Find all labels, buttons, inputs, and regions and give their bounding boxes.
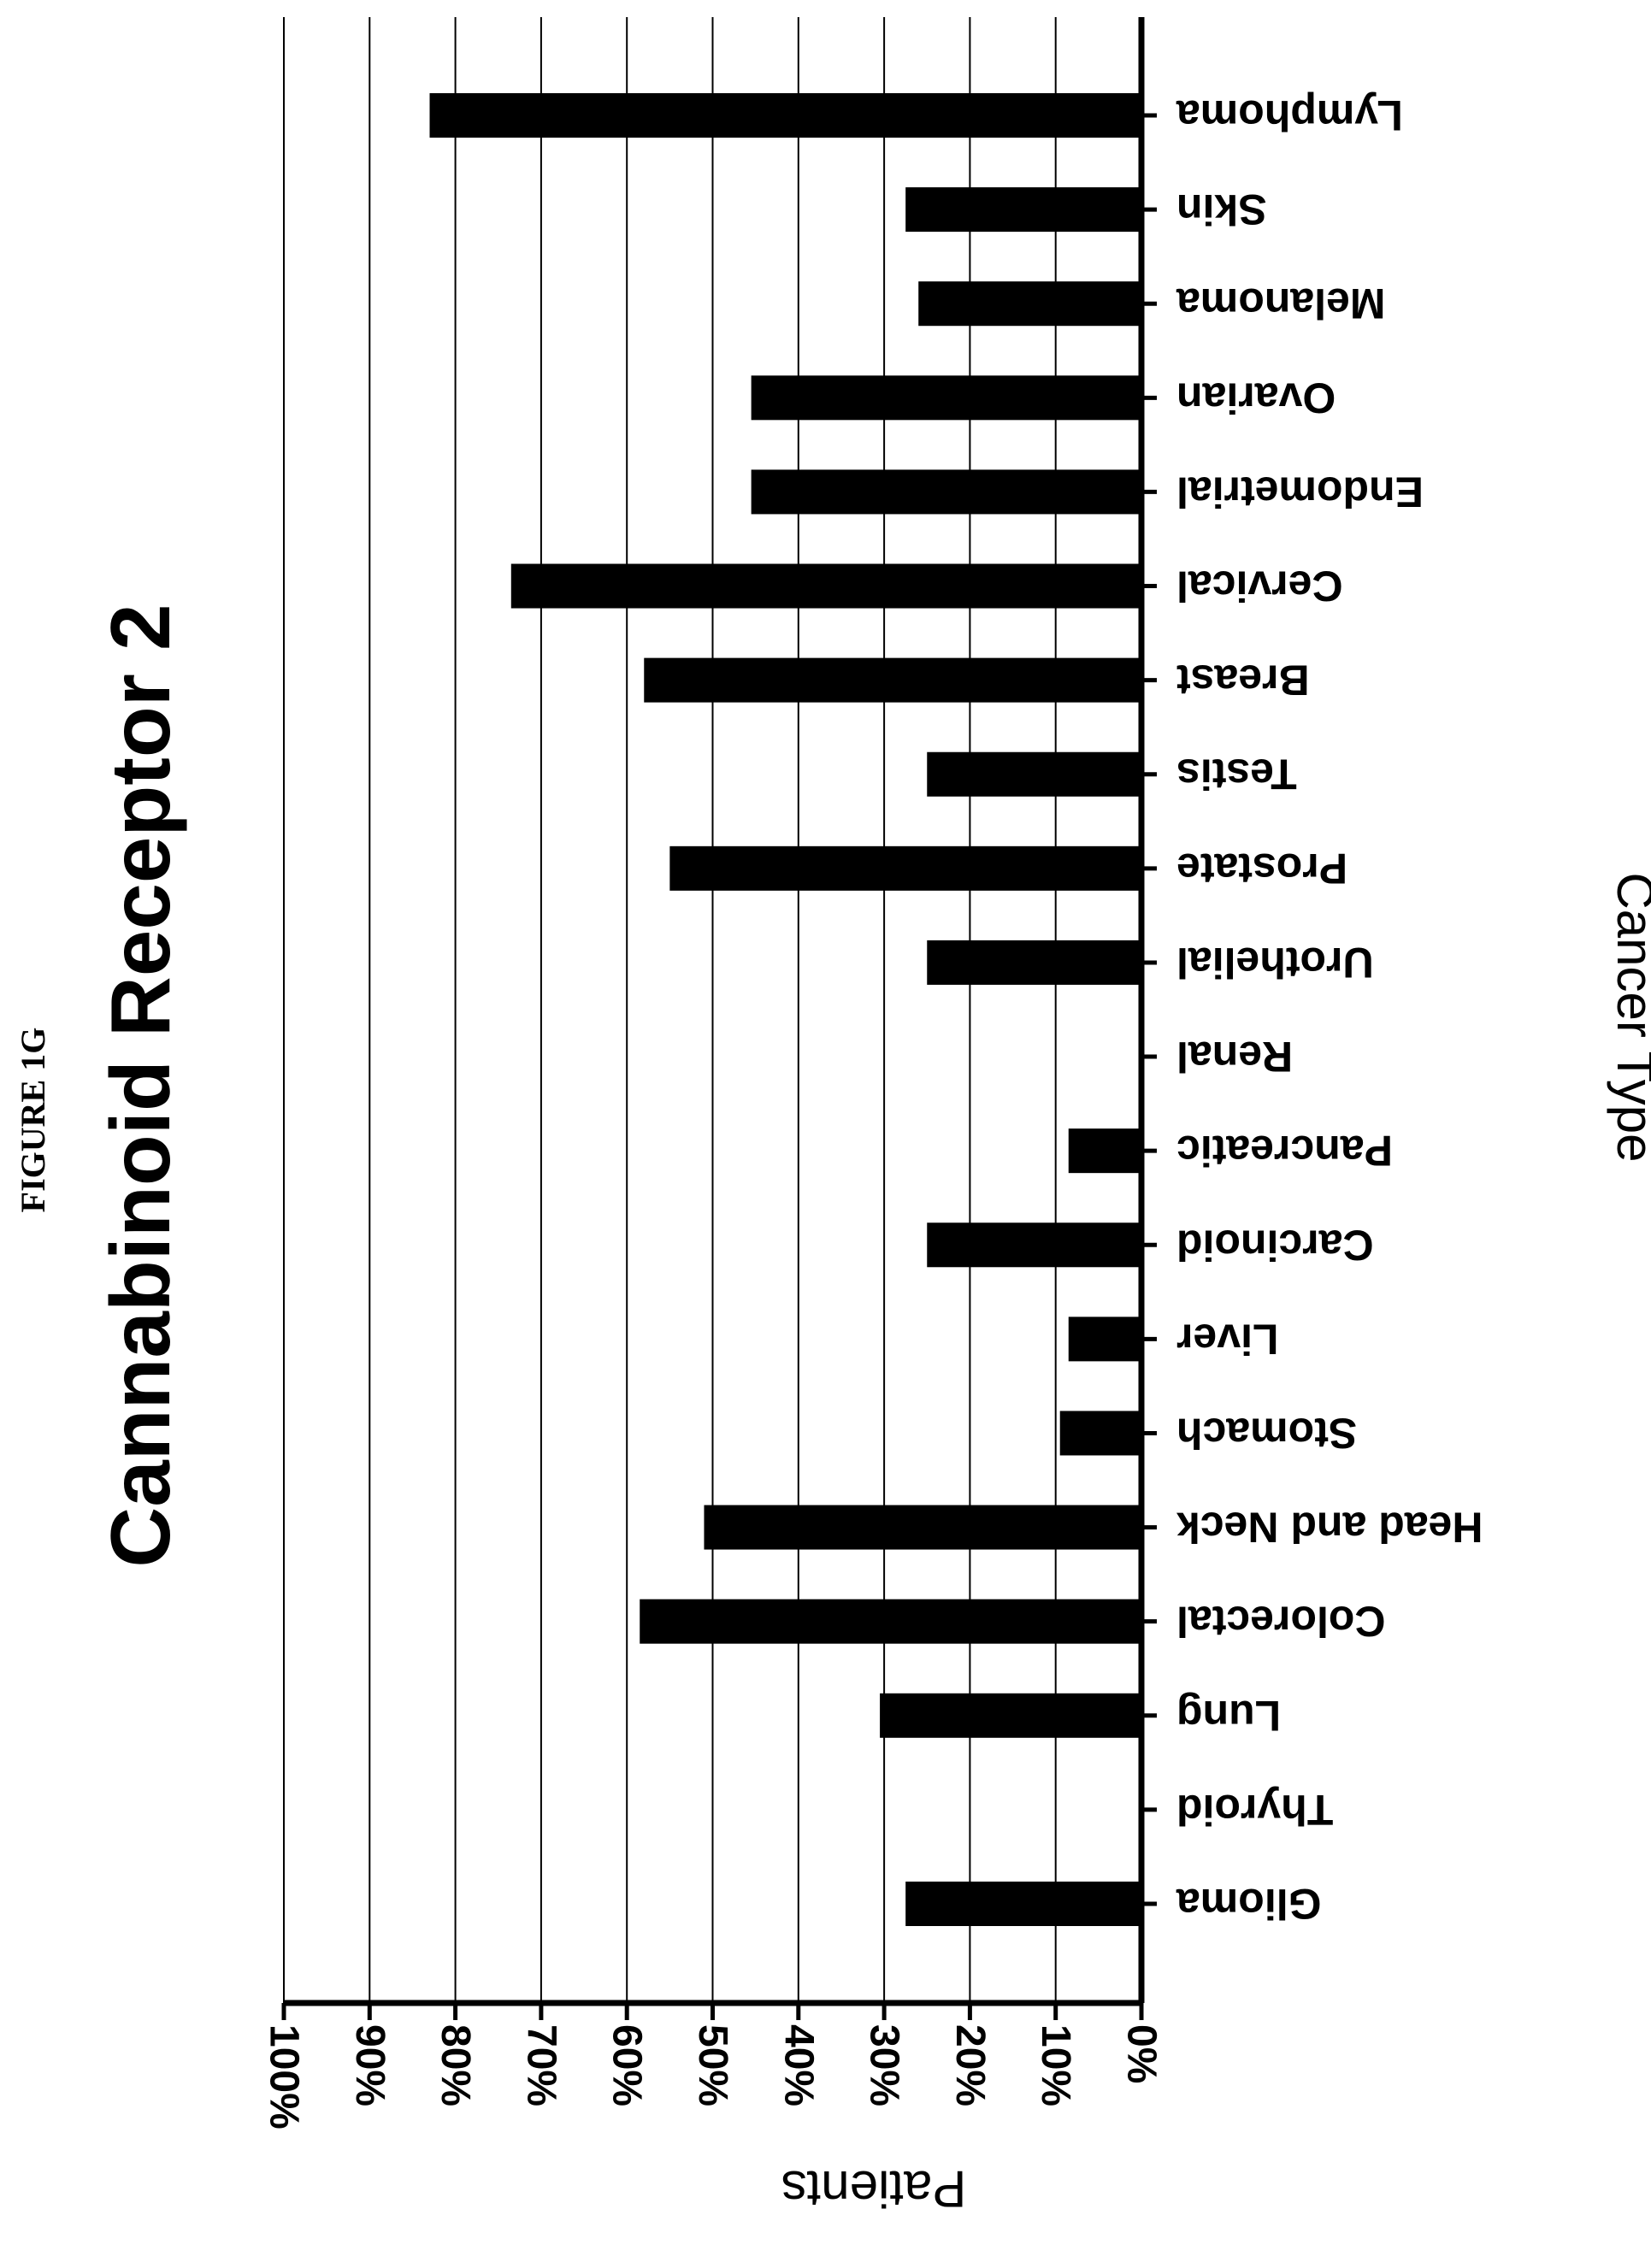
category-label: Pancreatic bbox=[1176, 1127, 1393, 1175]
category-label: Breast bbox=[1176, 657, 1310, 704]
y-tick-label: 80% bbox=[433, 2024, 478, 2106]
gridlines bbox=[283, 17, 1057, 2003]
category-label: Testis bbox=[1176, 751, 1297, 798]
category-label: Urothelial bbox=[1176, 939, 1374, 987]
y-tick-label: 20% bbox=[947, 2024, 993, 2106]
bar bbox=[1059, 1411, 1141, 1456]
bar bbox=[751, 469, 1141, 515]
category-label: Head and Neck bbox=[1176, 1504, 1483, 1552]
bar bbox=[704, 1505, 1141, 1550]
y-tick-label: 70% bbox=[518, 2024, 563, 2106]
category-label: Liver bbox=[1176, 1315, 1279, 1363]
bar bbox=[429, 93, 1141, 138]
bar bbox=[644, 657, 1141, 703]
category-label: Prostate bbox=[1176, 845, 1347, 892]
bar bbox=[927, 751, 1141, 797]
bar bbox=[905, 187, 1141, 233]
category-label: Carcinoid bbox=[1176, 1221, 1374, 1269]
x-axis-label: Cancer Type bbox=[1607, 872, 1651, 1162]
bar bbox=[927, 940, 1141, 985]
y-tick-label: 50% bbox=[690, 2024, 735, 2106]
axes bbox=[281, 17, 1157, 2020]
y-tick-labels: 0% 10% 20% 30% 40% 50% 60% 70% 80% 90% 100% bbox=[262, 2024, 1165, 2130]
figure-label: FIGURE 1G bbox=[14, 1028, 52, 1213]
bar bbox=[1068, 1317, 1141, 1362]
category-label: Colorectal bbox=[1176, 1598, 1386, 1646]
y-tick-label: 10% bbox=[1033, 2024, 1078, 2106]
category-label: Glioma bbox=[1176, 1880, 1322, 1928]
bar bbox=[927, 1222, 1141, 1268]
bar bbox=[880, 1693, 1141, 1738]
y-tick-label: 40% bbox=[775, 2024, 821, 2106]
category-label: Lymphoma bbox=[1176, 91, 1403, 139]
bars bbox=[429, 93, 1141, 1926]
category-labels: Glioma Thyroid Lung Colorectal Head and Neck… bbox=[1176, 91, 1483, 1928]
category-label: Lung bbox=[1176, 1692, 1281, 1740]
y-axis-label: Patients bbox=[781, 2160, 967, 2218]
y-tick-label: 0% bbox=[1119, 2024, 1165, 2083]
category-label: Thyroid bbox=[1176, 1786, 1333, 1834]
category-label: Melanoma bbox=[1176, 280, 1386, 327]
bar bbox=[510, 563, 1141, 609]
category-label: Skin bbox=[1176, 186, 1267, 233]
y-tick-label: 100% bbox=[262, 2024, 307, 2130]
bar bbox=[1068, 1128, 1141, 1174]
y-tick-label: 60% bbox=[604, 2024, 650, 2106]
category-label: Endometrial bbox=[1176, 468, 1424, 515]
category-label: Ovarian bbox=[1176, 374, 1336, 421]
bar bbox=[669, 845, 1141, 891]
category-label: Renal bbox=[1176, 1033, 1293, 1081]
category-label: Cervical bbox=[1176, 563, 1343, 610]
y-tick-label: 30% bbox=[862, 2024, 907, 2106]
bar bbox=[640, 1599, 1141, 1644]
bar bbox=[918, 281, 1141, 327]
y-tick-label: 90% bbox=[347, 2024, 392, 2106]
bar bbox=[751, 375, 1141, 421]
bar bbox=[905, 1882, 1141, 1926]
category-label: Stomach bbox=[1176, 1409, 1357, 1457]
chart-title: Cannabinoid Receptor 2 bbox=[93, 604, 187, 1567]
